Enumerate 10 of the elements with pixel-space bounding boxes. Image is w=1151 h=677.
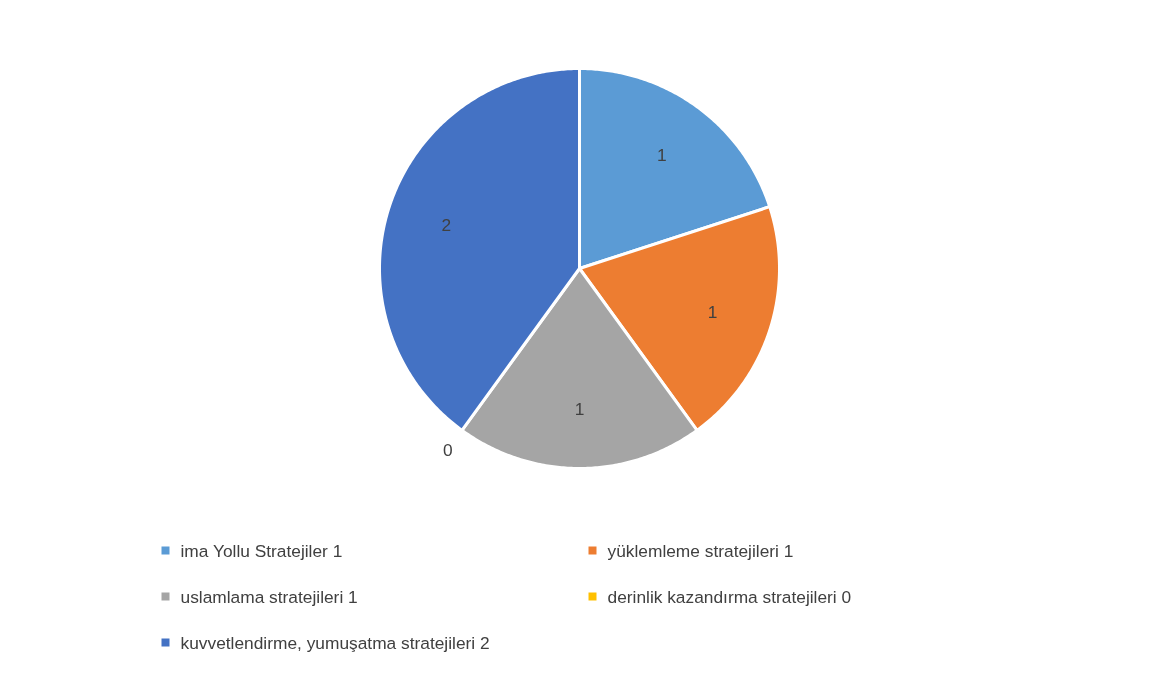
- legend-label: uslamlama stratejileri 1: [180, 586, 358, 607]
- legend-label: derinlik kazandırma stratejileri 0: [607, 586, 852, 607]
- data-label: 1: [574, 398, 585, 419]
- legend-label: yüklemleme stratejileri 1: [607, 540, 794, 561]
- data-label: 2: [441, 215, 452, 236]
- data-label: 1: [656, 145, 667, 166]
- text: 0: [443, 439, 453, 460]
- data-label: 1: [707, 301, 718, 322]
- legend-label: kuvvetlendirme, yumuşatma stratejileri 2: [180, 632, 490, 653]
- legend-label: ima Yollu Stratejiler 1: [180, 540, 343, 561]
